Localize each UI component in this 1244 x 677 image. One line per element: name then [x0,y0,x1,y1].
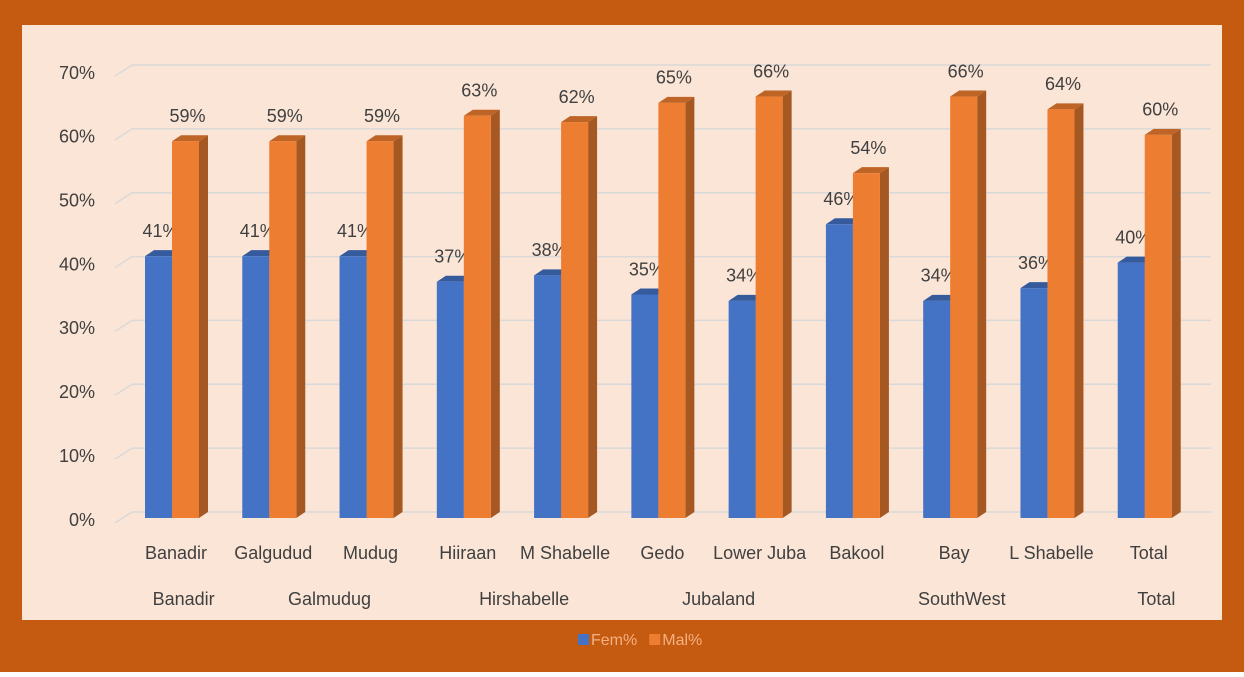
bar [561,122,589,518]
bar-side [490,109,500,518]
bar-side [1171,128,1181,518]
bar-top [852,167,889,174]
y-tick-label: 60% [59,127,95,147]
bar-side [588,116,598,518]
grid-line [114,64,1211,77]
bar [534,275,562,518]
group-label: Galmudug [288,589,371,609]
y-tick-label: 50% [59,190,95,210]
value-label: 34% [921,266,957,286]
group-label: Banadir [153,589,215,609]
bar [436,281,464,518]
value-label: 37% [434,246,470,266]
grid-line [114,191,1211,205]
x-tick-label: Bay [939,543,970,563]
x-tick-label: Banadir [145,543,207,563]
bar-top [463,109,500,116]
bar-side [879,167,889,518]
bar [366,141,394,518]
bar [145,256,172,518]
value-label: 40% [1115,227,1151,247]
group-label: Jubaland [682,589,755,609]
y-tick-label: 40% [59,254,95,274]
value-label: 64% [1045,74,1081,94]
bar-side [296,135,306,518]
y-tick-label: 30% [59,318,95,338]
y-tick-label: 70% [59,63,95,83]
bar-side [199,135,208,518]
bar [852,173,880,518]
group-label: Hirshabelle [479,589,569,609]
bar-top [172,135,208,142]
value-label: 54% [850,138,886,158]
bar-side [393,135,403,518]
x-tick-label: Total [1130,543,1168,563]
value-label: 59% [169,106,205,126]
bar [1047,109,1075,519]
x-tick-label: Lower Juba [713,543,807,563]
bar-top [1047,103,1084,110]
bar [825,224,853,518]
value-label: 62% [559,87,595,107]
value-label: 41% [142,221,178,241]
value-label: 35% [629,259,665,279]
value-label: 46% [823,189,859,209]
group-label: Total [1137,589,1175,609]
legend-text: Fem% [591,632,637,649]
bar [242,256,270,518]
bar [1144,134,1172,518]
value-label: 41% [337,221,373,241]
value-label: 59% [364,106,400,126]
value-label: 63% [461,80,497,100]
bar [339,256,367,518]
bar [950,96,978,519]
bar [631,294,659,518]
bar-side [782,90,792,519]
y-tick-label: 0% [69,510,95,530]
value-label: 34% [726,266,762,286]
value-label: 65% [656,68,692,88]
x-tick-label: Galgudud [234,543,312,563]
bar [463,115,491,518]
x-tick-label: Gedo [640,543,684,563]
bar [269,141,297,518]
y-tick-label: 20% [59,382,95,402]
bar-top [269,135,306,142]
bar [172,141,199,518]
group-label: SouthWest [918,589,1006,609]
value-label: 59% [267,106,303,126]
value-label: 66% [753,61,789,81]
value-label: 60% [1142,100,1178,120]
bar-side [1074,103,1084,519]
bar-top [658,96,695,103]
bar [755,96,783,519]
bar-side [977,90,987,519]
legend-swatch [649,634,661,645]
value-label: 36% [1018,253,1054,273]
bar-top [950,90,987,97]
bar [923,300,951,518]
bar-top [366,135,403,142]
x-tick-label: Hiiraan [439,543,496,563]
grid-line [114,128,1211,141]
bar-top [561,116,598,123]
x-tick-label: Mudug [343,543,398,563]
bar [1020,288,1048,518]
legend-swatch [578,634,589,645]
bar [658,102,686,518]
y-tick-label: 10% [59,446,95,466]
bar-side [685,96,695,518]
value-label: 41% [240,221,276,241]
x-tick-label: M Shabelle [520,543,610,563]
x-tick-label: Bakool [829,543,884,563]
value-label: 66% [948,61,984,81]
bar [1117,262,1145,518]
bar-top [755,90,792,97]
x-tick-label: L Shabelle [1009,543,1093,563]
legend-text: Mal% [662,632,702,649]
value-label: 38% [532,240,568,260]
bar [728,300,756,518]
bar-top [1144,128,1181,135]
